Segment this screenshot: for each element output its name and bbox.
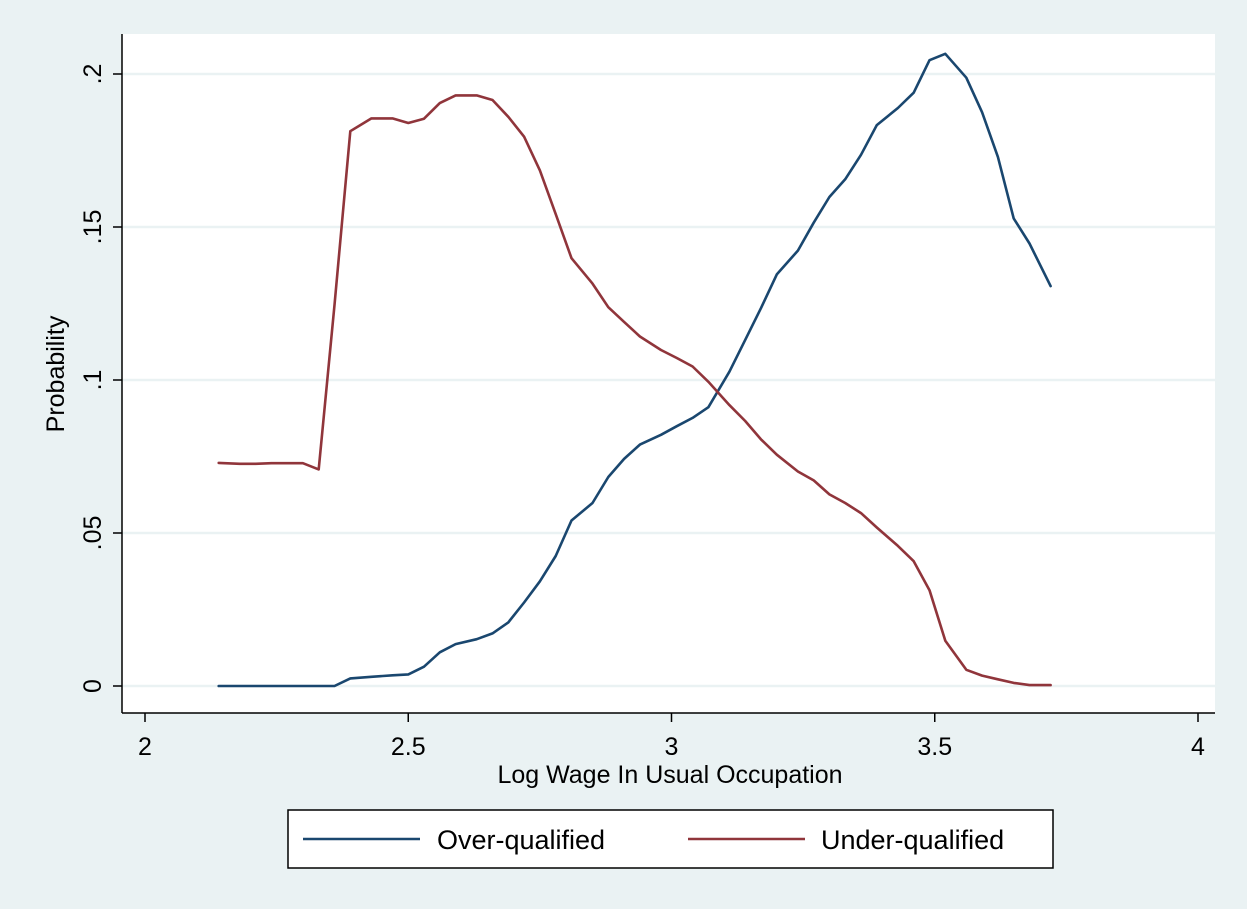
- axes: [121, 34, 1215, 714]
- y-axis-ticks: 0 .05 .1 .15 .2: [79, 64, 122, 693]
- legend: Over-qualified Under-qualified: [287, 809, 1054, 869]
- x-tick-label: 4: [1191, 733, 1205, 761]
- y-tick-label: .05: [79, 516, 107, 551]
- legend-label-over-qualified: Over-qualified: [437, 825, 605, 855]
- y-tick-label: .1: [79, 370, 107, 391]
- series-layer: [217, 52, 1052, 688]
- y-tick-label: .2: [79, 64, 107, 85]
- x-tick-label: 3: [665, 733, 679, 761]
- series-line-under-qualified: [217, 94, 1052, 687]
- y-tick-label: 0: [79, 679, 107, 693]
- legend-label-under-qualified: Under-qualified: [821, 825, 1004, 855]
- x-tick-label: 2: [138, 733, 152, 761]
- x-tick-label: 3.5: [917, 733, 952, 761]
- y-axis-title: Probability: [42, 315, 70, 432]
- series-line-over-qualified: [217, 52, 1052, 688]
- y-tick-label: .15: [79, 210, 107, 245]
- x-tick-label: 2.5: [391, 733, 426, 761]
- x-axis-ticks: 2 2.5 3 3.5 4: [138, 713, 1205, 761]
- plot-region: [122, 34, 1215, 713]
- x-axis-title: Log Wage In Usual Occupation: [497, 761, 842, 789]
